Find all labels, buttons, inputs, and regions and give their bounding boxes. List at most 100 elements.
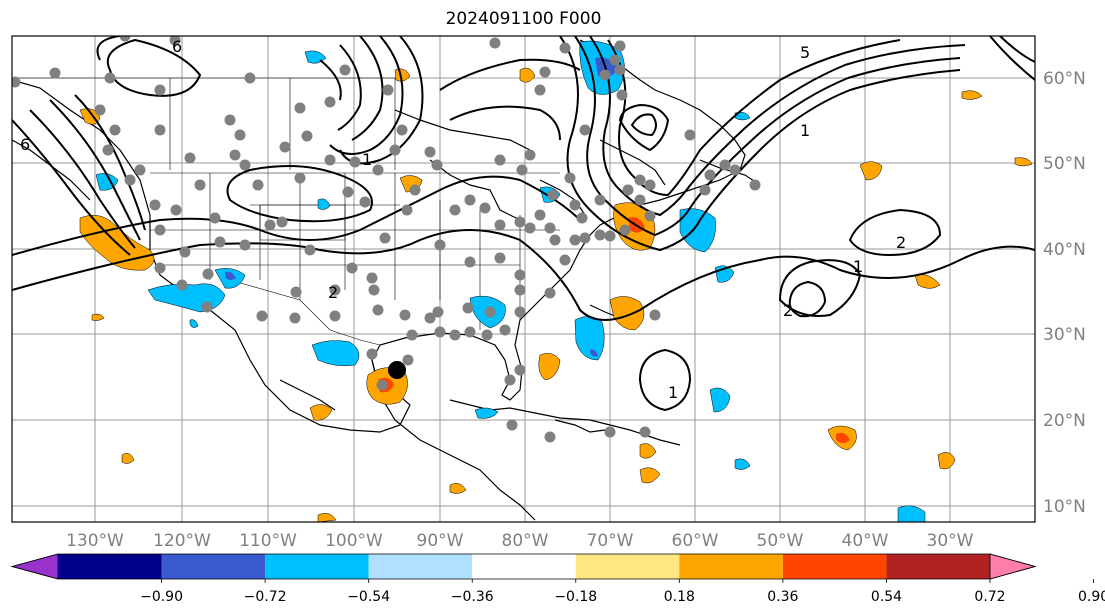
colorbar-tick-label: 0.72 — [974, 589, 1005, 605]
station-dot — [179, 246, 191, 258]
colorbar-outline — [10, 553, 1037, 580]
station-dot — [749, 179, 761, 191]
station-dot — [544, 431, 556, 443]
colorbar-swatch — [472, 554, 576, 579]
station-dot — [544, 222, 556, 234]
station-dot — [449, 204, 461, 216]
latitude-tick-label: 40°N — [1043, 240, 1086, 260]
colorbar — [10, 553, 1037, 580]
station-dot — [449, 329, 461, 341]
longitude-tick-label: 110°W — [239, 531, 297, 551]
longitude-tick-label: 90°W — [417, 531, 464, 551]
station-dot — [704, 169, 716, 181]
station-dot — [564, 172, 576, 184]
station-dot — [729, 164, 741, 176]
contour-label: 6 — [20, 135, 30, 154]
station-dot — [514, 269, 526, 281]
station-dot — [149, 199, 161, 211]
colorbar-tick-label: −0.18 — [554, 589, 597, 605]
longitude-tick-label: 80°W — [502, 531, 549, 551]
station-dot — [214, 236, 226, 248]
station-dot — [619, 224, 631, 236]
station-dot — [479, 202, 491, 214]
station-dot — [169, 36, 181, 46]
colorbar-swatch — [679, 554, 783, 579]
gridlines — [12, 36, 1035, 522]
station-dot — [389, 144, 401, 156]
colorbar-max-extend — [989, 553, 1037, 580]
latitude-tick-label: 20°N — [1043, 411, 1086, 431]
station-dot — [294, 102, 306, 114]
station-dot — [547, 189, 559, 201]
station-dot — [239, 159, 251, 171]
station-dot — [154, 262, 166, 274]
station-dot — [539, 66, 551, 78]
station-dot — [376, 379, 388, 391]
contour-label-group: 2 1 2 2 1 1 5 6 6 1 — [20, 37, 906, 402]
station-dot — [209, 212, 221, 224]
station-dot — [464, 194, 476, 206]
station-dot — [329, 310, 341, 322]
station-dot — [516, 164, 528, 176]
station-dot — [499, 324, 511, 336]
longitude-tick-label: 70°W — [587, 531, 634, 551]
station-dot — [256, 310, 268, 322]
contour-lines — [12, 36, 1035, 412]
station-dot — [544, 287, 556, 299]
station-dot — [12, 76, 21, 88]
colorbar-tick-label: −0.36 — [451, 589, 494, 605]
station-dot — [604, 426, 616, 438]
station-dot — [424, 312, 436, 324]
station-dot — [301, 130, 313, 142]
station-dot — [609, 54, 621, 66]
station-dot — [604, 230, 616, 242]
station-dot — [644, 210, 656, 222]
station-dot — [124, 174, 136, 186]
political-borders — [12, 77, 560, 346]
station-dot — [224, 114, 236, 126]
station-dot — [366, 272, 378, 284]
station-dot — [382, 84, 394, 96]
station-dot — [234, 129, 246, 141]
station-dot — [634, 194, 646, 206]
station-dot — [170, 204, 182, 216]
station-dot — [339, 64, 351, 76]
station-dot — [699, 184, 711, 196]
station-dot — [569, 234, 581, 246]
station-dot — [649, 309, 661, 321]
station-dot — [239, 239, 251, 251]
colorbar-tick-label: −0.54 — [347, 589, 390, 605]
colorbar-tick-labels: −0.90 −0.72 −0.54 −0.36 −0.18 0.18 0.36 0.54 0.7… — [140, 579, 1105, 605]
station-dot — [409, 184, 421, 196]
station-dot — [614, 64, 626, 76]
longitude-labels: 130°W 120°W 110°W 100°W 90°W 80°W 70°W 60°W 50°W… — [66, 531, 974, 551]
station-dot — [594, 229, 606, 241]
station-dot — [644, 179, 656, 191]
station-dot — [559, 42, 571, 54]
station-dot — [432, 306, 444, 318]
station-dot — [349, 156, 361, 168]
station-dot — [406, 329, 418, 341]
station-dot — [719, 159, 731, 171]
station-dot — [481, 329, 493, 341]
station-dot — [494, 154, 506, 166]
station-dot — [396, 124, 408, 136]
station-dot — [102, 144, 114, 156]
colorbar-swatch — [886, 554, 990, 579]
longitude-tick-label: 100°W — [325, 531, 383, 551]
station-dot — [534, 84, 546, 96]
station-dot — [289, 312, 301, 324]
station-dot — [252, 179, 264, 191]
colorbar-tick-label: 0.36 — [767, 589, 798, 605]
station-dot — [634, 174, 646, 186]
station-dot — [424, 146, 436, 158]
station-dot — [434, 326, 446, 338]
colorbar-swatch — [58, 554, 162, 579]
station-dot — [494, 219, 506, 231]
station-dot — [464, 256, 476, 268]
station-dot — [276, 216, 288, 228]
station-dot — [294, 172, 306, 184]
station-dot — [434, 239, 446, 251]
station-dot — [462, 302, 474, 314]
